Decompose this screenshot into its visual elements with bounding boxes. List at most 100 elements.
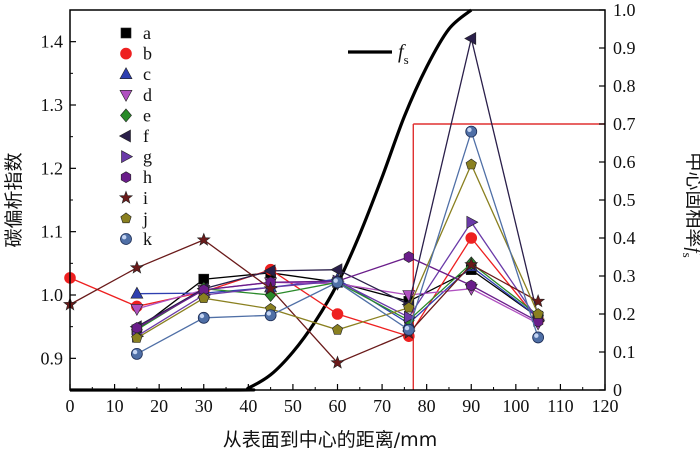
right-y-tick-label: 0.6 [613,152,636,172]
series-k-point-highlight [132,349,138,355]
series-f-point [330,263,343,277]
series-k-point-body [402,323,415,336]
x-axis-title: 从表面到中心的距离/mm [223,429,437,451]
series-k-point-highlight [467,127,472,132]
legend-marker-a [120,27,132,39]
series-j-point [465,158,477,170]
right-y-tick-label: 0.5 [613,190,636,210]
series-h-point [466,279,477,292]
legend-marker-h [120,171,132,184]
legend-label-g: g [143,147,152,167]
legend-marker-k-body [120,233,132,245]
series-b-line [69,236,539,337]
legend-label-e: e [143,105,151,125]
series-k-point-body [264,309,277,322]
series-h-point [533,315,544,328]
left-y-axis-title: 碳偏析指数 [3,152,25,247]
series-j-point [331,323,344,335]
right-y-tick-label: 0.3 [613,266,636,286]
legend-label-f: f [143,126,149,146]
series-k-point [130,347,143,360]
series-j-point [198,292,210,303]
series-j-point [131,332,143,343]
series-k-point-highlight [333,278,338,283]
series-k-point [197,311,210,324]
legend-marker-d [119,90,133,102]
series-b-point [465,232,478,244]
series-j-point [403,301,415,313]
legend-fs-var: f [398,41,406,63]
right-y-axis-title: 中心固相率fs [680,152,700,257]
legend-marker-g [121,150,134,164]
legend-marker-c [119,67,133,79]
series-g-point [466,215,479,229]
x-tick-label: 10 [106,396,124,416]
svg-text:中心固相率fs: 中心固相率fs [680,152,700,257]
series-i-line [69,239,539,364]
x-tick-label: 110 [547,396,573,416]
series-b-point [331,308,344,320]
series-j-point [532,308,544,319]
x-tick-label: 40 [239,396,257,416]
series-j [131,158,544,343]
legend-label-d: d [143,85,152,105]
series-k-point-highlight [404,325,410,331]
right-y-axis-var: f [683,247,700,255]
series-i-point [330,355,345,369]
series-f-point [464,31,477,46]
x-tick-label: 90 [462,396,480,416]
series-k-point-body [465,125,478,138]
series-k-point [532,331,545,344]
legend-marker-k-highlight [122,235,127,240]
legend-fs-sub: s [404,52,409,67]
series-i-point [263,281,278,295]
legend-marker-k [120,233,132,245]
series-k-point [264,309,277,322]
series-k-point-highlight [266,311,272,316]
left-y-tick-label: 1.4 [41,32,64,52]
series-k-point-body [331,276,344,289]
x-tick-label: 100 [502,396,529,416]
axes: 0 10 20 30 40 50 60 70 80 90 100 110 120 0.9 1.0 1.1 1.2… [41,0,636,416]
x-tick-label: 50 [284,396,302,416]
right-y-tick-label: 0 [613,380,622,400]
x-tick-label: 20 [150,396,168,416]
series-k-point-highlight [534,333,539,338]
legend-label-i: i [143,188,148,208]
series-i-point [129,260,144,274]
right-y-tick-label: 0.4 [613,228,636,248]
legend-label-k: k [143,229,152,249]
legend-fs-label: fs [398,41,409,67]
x-tick-label: 30 [195,396,213,416]
right-y-axis-sub: s [680,253,695,258]
legend-label-h: h [143,167,152,187]
legend-label-b: b [143,44,152,64]
right-y-tick-label: 0.8 [613,76,636,96]
series-g-point [403,310,416,324]
series-i-point [464,257,479,271]
right-y-tick-label: 0.1 [613,342,636,362]
left-y-tick-label: 1.1 [41,222,64,242]
series-k-point-highlight [199,313,205,319]
legend-label-a: a [143,23,151,43]
right-y-axis-text: 中心固相率 [683,152,700,247]
series-f-point [263,264,276,278]
x-tick-label: 0 [66,396,75,416]
legend-label-c: c [143,64,151,84]
series-c-point [130,286,144,299]
series-k-point-body [532,331,545,344]
series-k [130,125,545,360]
x-tick-label: 80 [418,396,436,416]
series-i-point [196,232,211,246]
right-y-tick-label: 0.9 [613,38,636,58]
series-k-point [331,276,344,289]
series-k-point [465,125,478,138]
legend-marker-f [118,129,131,143]
series-k-point-body [130,347,143,360]
right-y-tick-label: 0.2 [613,304,636,324]
series-i-point [531,293,546,308]
left-y-tick-label: 1.3 [41,95,64,115]
right-y-tick-label: 0.7 [613,114,636,134]
